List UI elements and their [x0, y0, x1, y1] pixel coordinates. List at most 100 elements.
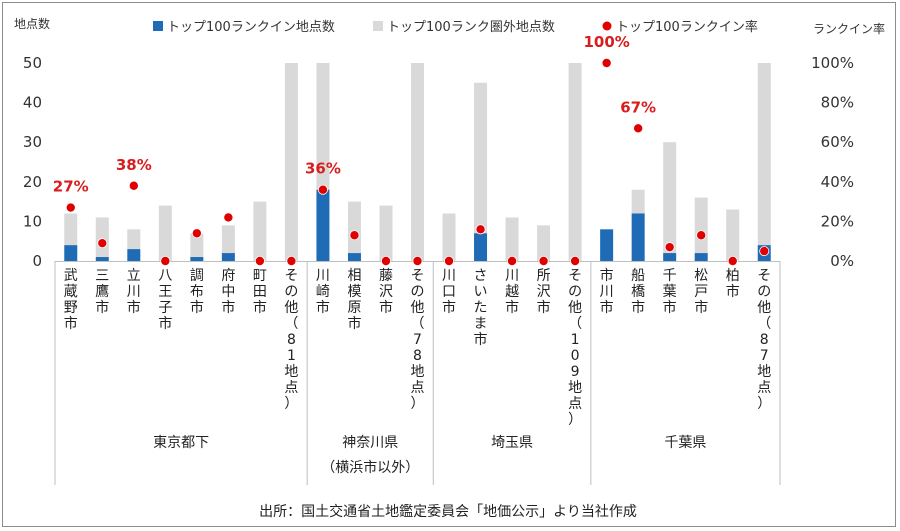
- bar-out: [411, 63, 424, 261]
- bar-out: [631, 189, 645, 214]
- legend: トップ100ランクイン地点数 トップ100ランク圏外地点数 トップ100ランクイン率: [153, 19, 758, 35]
- category-label: 船橋市: [631, 268, 645, 316]
- legend-label-1: トップ100ランク圏外地点数: [387, 20, 555, 35]
- legend-label-0: トップ100ランクイン地点数: [167, 20, 335, 35]
- category-label: その他（ 1 0 9 地点）: [568, 268, 582, 428]
- y-right-tick: 60%: [821, 133, 854, 151]
- bar-out: [190, 233, 204, 258]
- bar-out: [757, 63, 771, 246]
- rate-point: [664, 242, 675, 253]
- category-label: 所沢市: [537, 268, 551, 316]
- bar-out: [253, 201, 267, 261]
- bar-in: [95, 257, 109, 261]
- bar-out: [442, 213, 456, 261]
- category-label: 八王子市: [158, 268, 172, 332]
- rate-point: [317, 184, 328, 195]
- group-label: 千葉県: [664, 435, 706, 451]
- rate-point: [601, 58, 612, 69]
- bar-in: [316, 189, 330, 261]
- bar-out: [379, 205, 393, 261]
- bar-in: [347, 253, 361, 261]
- y-left-tick: 40: [23, 94, 42, 112]
- legend-swatch-0: [153, 21, 163, 31]
- legend-swatch-1: [373, 21, 383, 31]
- bar-out: [95, 217, 109, 258]
- bar-out: [537, 225, 551, 261]
- source-note: 出所：国土交通省土地鑑定委員会「地価公示」より当社作成: [259, 503, 637, 520]
- rate-point: [412, 255, 423, 266]
- bar-out: [505, 217, 519, 261]
- rate-point: [475, 224, 486, 235]
- bars: [64, 63, 771, 261]
- rate-label: 27%: [53, 178, 89, 196]
- y-axis-left-title: 地点数: [14, 16, 50, 31]
- rate-point: [254, 255, 265, 266]
- category-label: その他（ 7 8 地点）: [411, 268, 425, 412]
- bar-out: [221, 225, 235, 254]
- category-label: 市川市: [600, 267, 614, 316]
- rate-point: [570, 255, 581, 266]
- bar-in: [474, 233, 488, 261]
- rate-point: [128, 180, 139, 191]
- y-left-tick: 10: [23, 212, 42, 230]
- rate-point: [223, 212, 234, 223]
- bar-out: [663, 142, 677, 254]
- rate-points: 27% 38% 36% 100% 67%: [53, 33, 770, 266]
- category-label: 調布市: [190, 268, 204, 316]
- group-label: 埼玉県: [491, 435, 533, 451]
- y-right-tick: 40%: [821, 173, 854, 191]
- group-label: 東京都下: [153, 435, 209, 451]
- category-label: 川崎市: [316, 268, 330, 316]
- rate-label: 67%: [620, 98, 656, 116]
- category-label: 町田市: [253, 268, 267, 316]
- rate-point: [97, 238, 108, 249]
- bar-out: [158, 205, 172, 261]
- category-label: 三鷹市: [95, 268, 109, 316]
- rate-point: [160, 255, 171, 266]
- bar-out: [284, 63, 298, 261]
- category-label: 千葉市: [663, 268, 677, 316]
- rate-label: 38%: [116, 156, 152, 174]
- category-label: 藤沢市: [379, 268, 393, 316]
- y-right-tick: 20%: [821, 212, 854, 230]
- bar-in: [127, 249, 141, 261]
- bar-out: [568, 63, 582, 261]
- rate-point: [444, 255, 455, 266]
- bar-in: [221, 253, 235, 261]
- bar-out: [474, 82, 488, 234]
- axes: 0 10 20 30 40 50 0% 20% 40% 60% 80% 100%: [23, 54, 854, 270]
- rate-point: [380, 255, 391, 266]
- rate-label: 100%: [583, 33, 629, 51]
- group-label: （横浜市以外）: [321, 459, 419, 476]
- bar-out: [64, 213, 78, 246]
- category-label: 松戸市: [694, 268, 708, 316]
- rate-point: [507, 255, 518, 266]
- y-right-tick: 0%: [830, 252, 854, 270]
- rate-point: [727, 255, 738, 266]
- bar-in: [631, 213, 645, 261]
- bar-out: [694, 197, 708, 254]
- rate-point: [349, 230, 360, 241]
- category-label: 柏市: [726, 268, 740, 300]
- category-label: 川越市: [505, 268, 519, 316]
- y-right-tick: 80%: [821, 94, 854, 112]
- rate-point: [538, 255, 549, 266]
- category-label: その他（ 8 7 地点）: [757, 268, 771, 412]
- bar-in: [64, 245, 78, 261]
- bar-out: [127, 229, 141, 250]
- bar-in: [190, 257, 204, 261]
- rate-point: [65, 202, 76, 213]
- group-labels: 東京都下 神奈川県 （横浜市以外） 埼玉県 千葉県: [54, 261, 781, 485]
- rate-point: [286, 255, 297, 266]
- bar-in: [600, 229, 614, 261]
- rate-point: [696, 230, 707, 241]
- legend-label-2: トップ100ランクイン率: [616, 19, 758, 35]
- category-label: 武蔵野市: [64, 268, 78, 332]
- legend-swatch-2: [602, 21, 612, 31]
- category-label: 立川市: [127, 268, 141, 316]
- rate-point: [191, 228, 202, 239]
- group-label: 神奈川県: [342, 435, 398, 451]
- bar-in: [694, 253, 708, 261]
